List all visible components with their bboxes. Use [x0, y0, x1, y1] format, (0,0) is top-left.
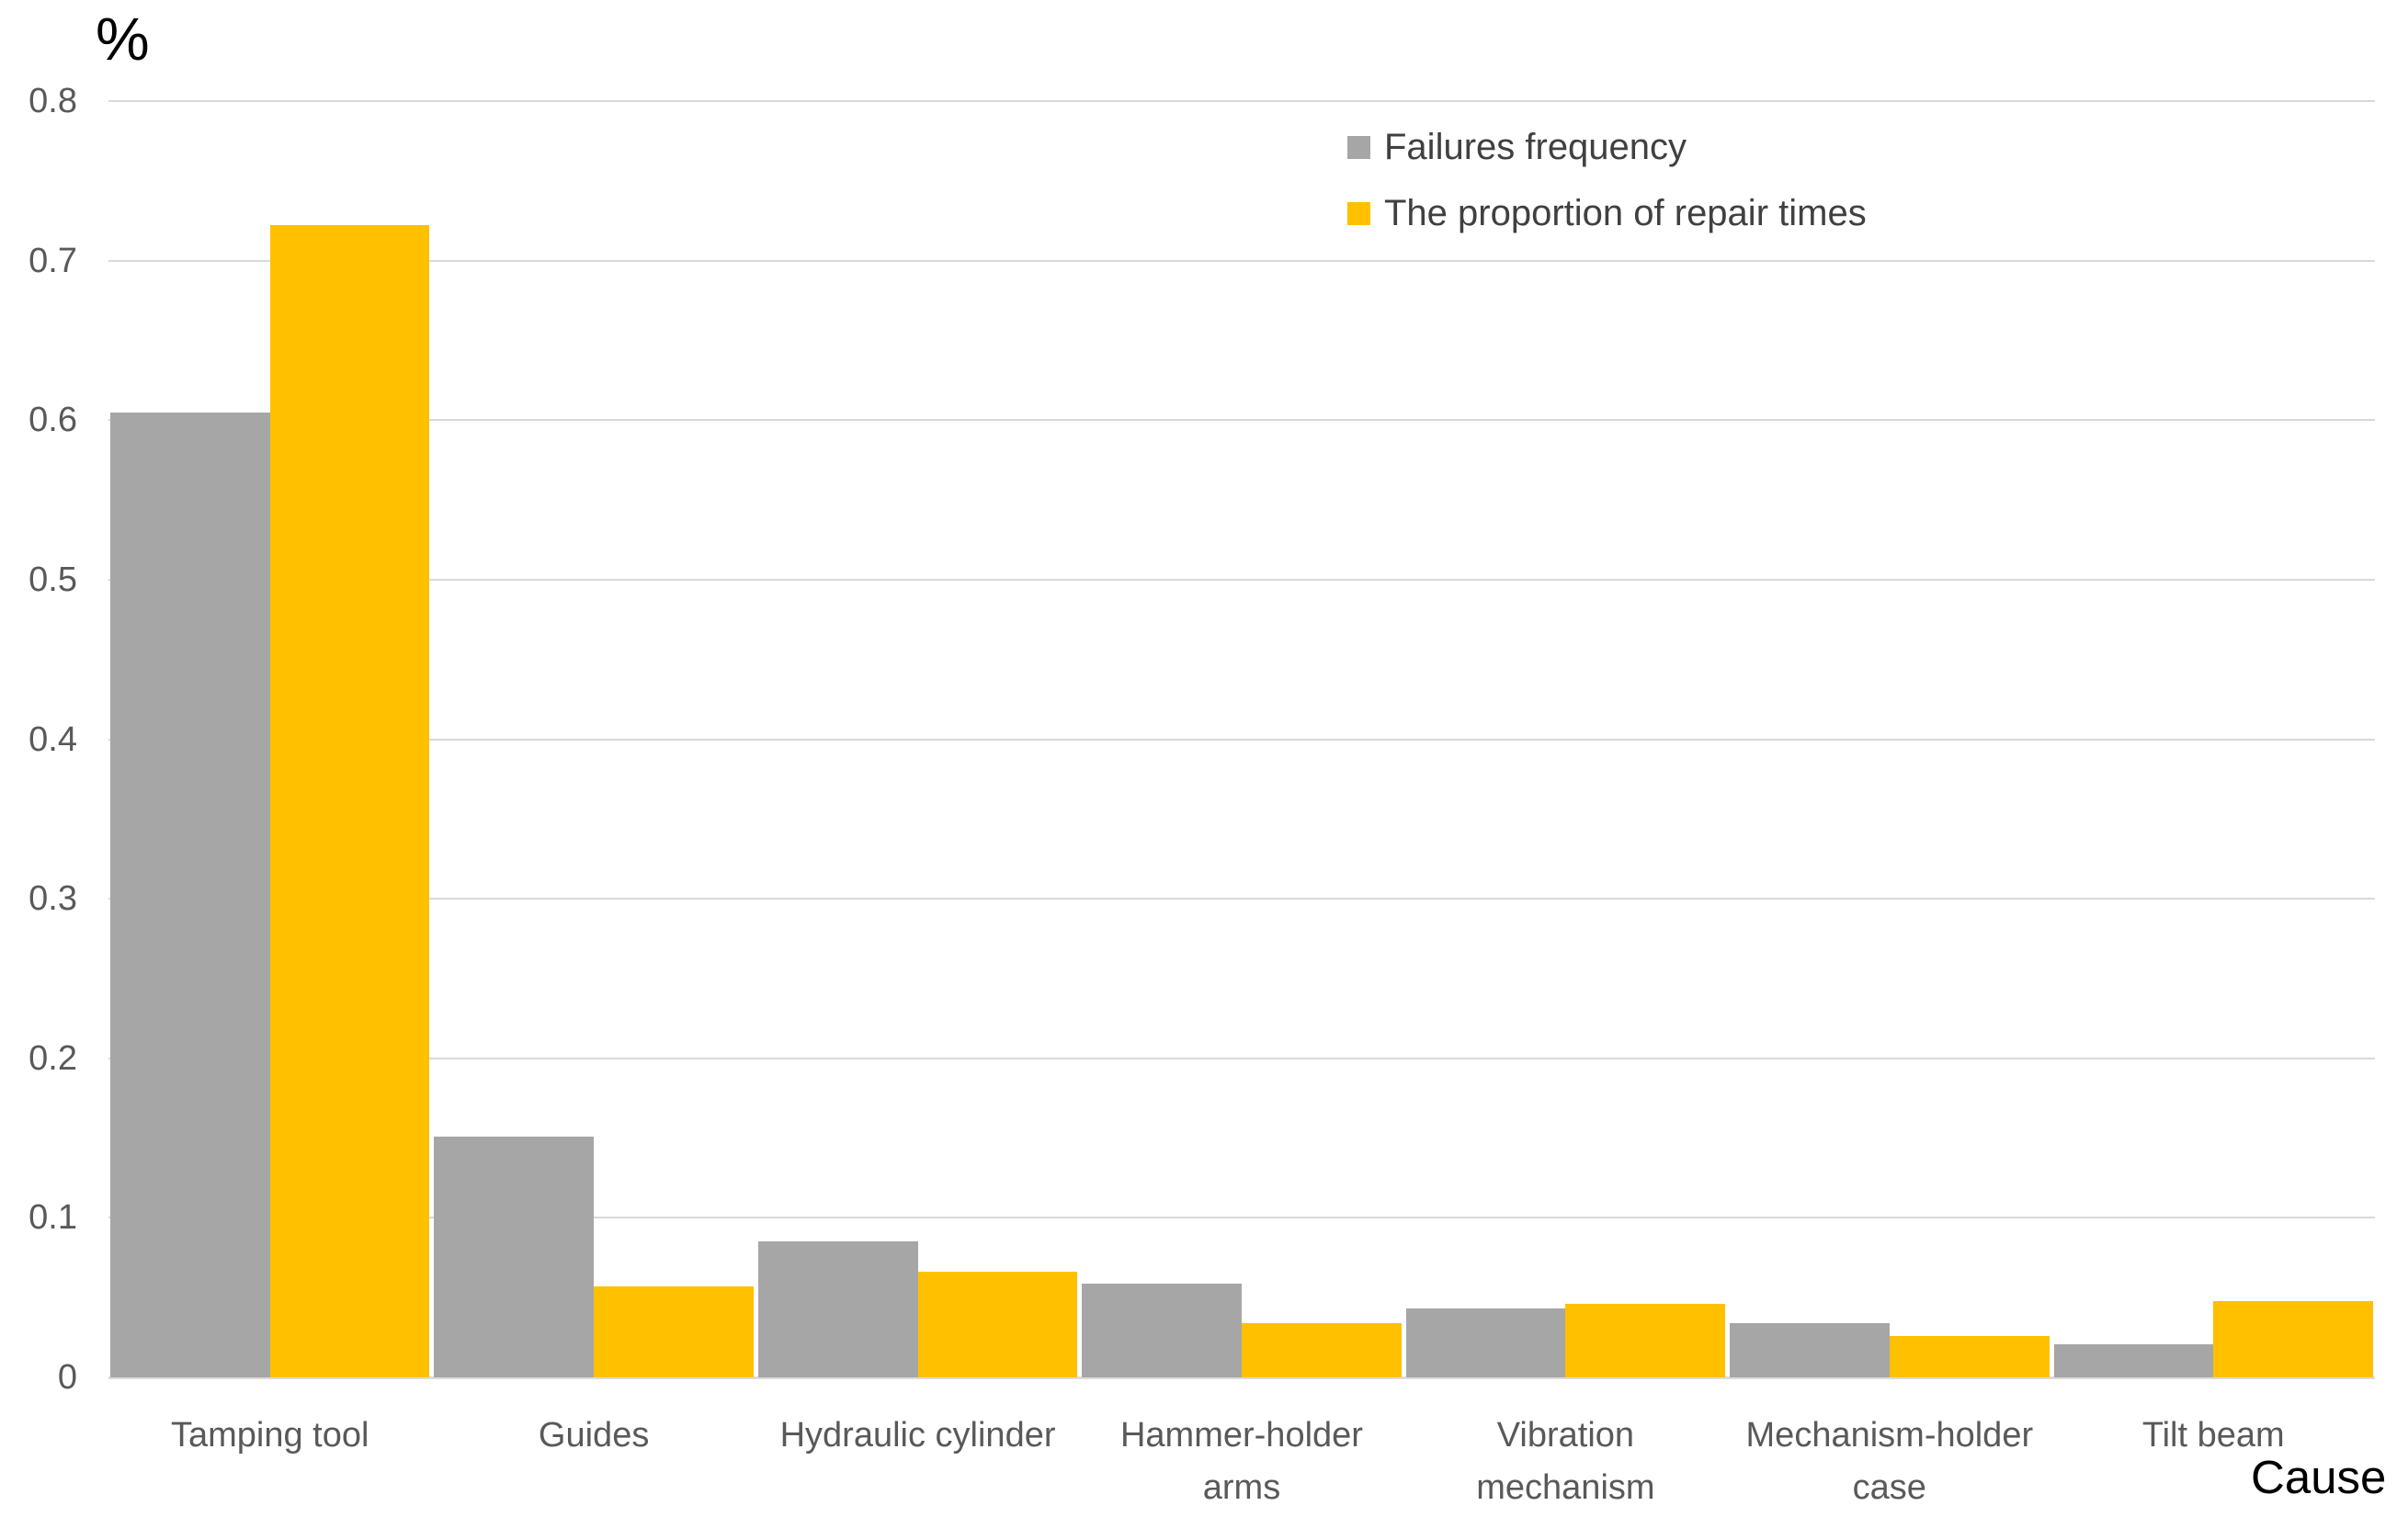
category-label: Tilt beam [2054, 1410, 2373, 1514]
legend-label-failures-frequency: Failures frequency [1384, 126, 1687, 167]
gridline [108, 898, 2375, 900]
gridline [108, 738, 2375, 741]
legend: Failures frequency The proportion of rep… [1347, 125, 1867, 257]
category-label-line: Hammer-holder [1119, 1416, 1363, 1455]
gridline [108, 419, 2375, 422]
category-label: Guides [434, 1410, 753, 1514]
y-tick-label: 0.6 [28, 401, 77, 440]
legend-swatch-failures-frequency [1347, 135, 1370, 159]
y-tick-label: 0.1 [28, 1198, 77, 1238]
legend-item-failures-frequency: Failures frequency [1347, 125, 1867, 169]
bar-group [1082, 101, 1402, 1377]
bar-repair-proportion [594, 1286, 754, 1377]
bar-repair-proportion [1889, 1335, 2050, 1377]
category-label: Hydraulic cylinder [758, 1410, 1077, 1514]
y-tick-label: 0.5 [28, 560, 77, 599]
y-tick-label: 0.7 [28, 241, 77, 280]
category-label-line: Hydraulic cylinder [779, 1416, 1056, 1455]
bar-repair-proportion [917, 1272, 1078, 1377]
bar-group [1730, 101, 2050, 1377]
bar-failures-frequency [1405, 1308, 1566, 1377]
y-axis-title: % [96, 5, 150, 73]
bar-group [1405, 101, 1726, 1377]
gridline [108, 1057, 2375, 1059]
bar-failures-frequency [2053, 1343, 2214, 1377]
x-axis-category-labels: Tamping tool Guides Hydraulic cylinder Hamm… [110, 1410, 2373, 1514]
bar-failures-frequency [757, 1241, 918, 1377]
category-label: Vibration mechanism [1406, 1410, 1725, 1514]
y-tick-label: 0.3 [28, 879, 77, 919]
bar-repair-proportion [1565, 1304, 1726, 1377]
category-label-line: mechanism [1476, 1468, 1655, 1507]
category-label: Tamping tool [110, 1410, 429, 1514]
x-axis-line [108, 1376, 2375, 1379]
bar-failures-frequency [1082, 1283, 1242, 1377]
legend-item-repair-times: The proportion of repair times [1347, 191, 1867, 235]
category-label-line: arms [1202, 1468, 1281, 1507]
x-axis-title: Cause [2251, 1451, 2387, 1503]
bar-repair-proportion [269, 225, 430, 1377]
bar-failures-frequency [110, 412, 270, 1377]
bar-group [110, 101, 430, 1377]
gridline [108, 259, 2375, 262]
gridline [108, 1217, 2375, 1219]
legend-label-repair-times: The proportion of repair times [1384, 192, 1867, 233]
category-label-line: Vibration [1496, 1416, 1635, 1455]
plot-area [110, 101, 2373, 1377]
y-tick-label: 0.4 [28, 719, 77, 759]
category-label-line: Tamping tool [170, 1416, 369, 1455]
bar-failures-frequency [434, 1136, 595, 1377]
category-label-line: case [1852, 1468, 1926, 1507]
bar-repair-proportion [1241, 1323, 1402, 1377]
y-tick-label: 0.2 [28, 1038, 77, 1078]
y-tick-label: 0.8 [28, 82, 77, 120]
bar-failures-frequency [1730, 1323, 1890, 1377]
bar-group [2053, 101, 2373, 1377]
bar-group [757, 101, 1078, 1377]
category-label: Hammer-holder arms [1082, 1410, 1401, 1514]
y-tick-label: 0 [57, 1358, 77, 1397]
bar-repair-proportion [2213, 1300, 2373, 1377]
legend-swatch-repair-times [1347, 201, 1370, 225]
category-label-line: Tilt beam [2141, 1416, 2285, 1455]
bar-group [434, 101, 754, 1377]
category-label-line: Mechanism-holder [1745, 1416, 2034, 1455]
category-label: Mechanism-holder case [1730, 1410, 2049, 1514]
gridline [108, 578, 2375, 581]
gridline [108, 100, 2375, 102]
category-label-line: Guides [538, 1416, 650, 1455]
